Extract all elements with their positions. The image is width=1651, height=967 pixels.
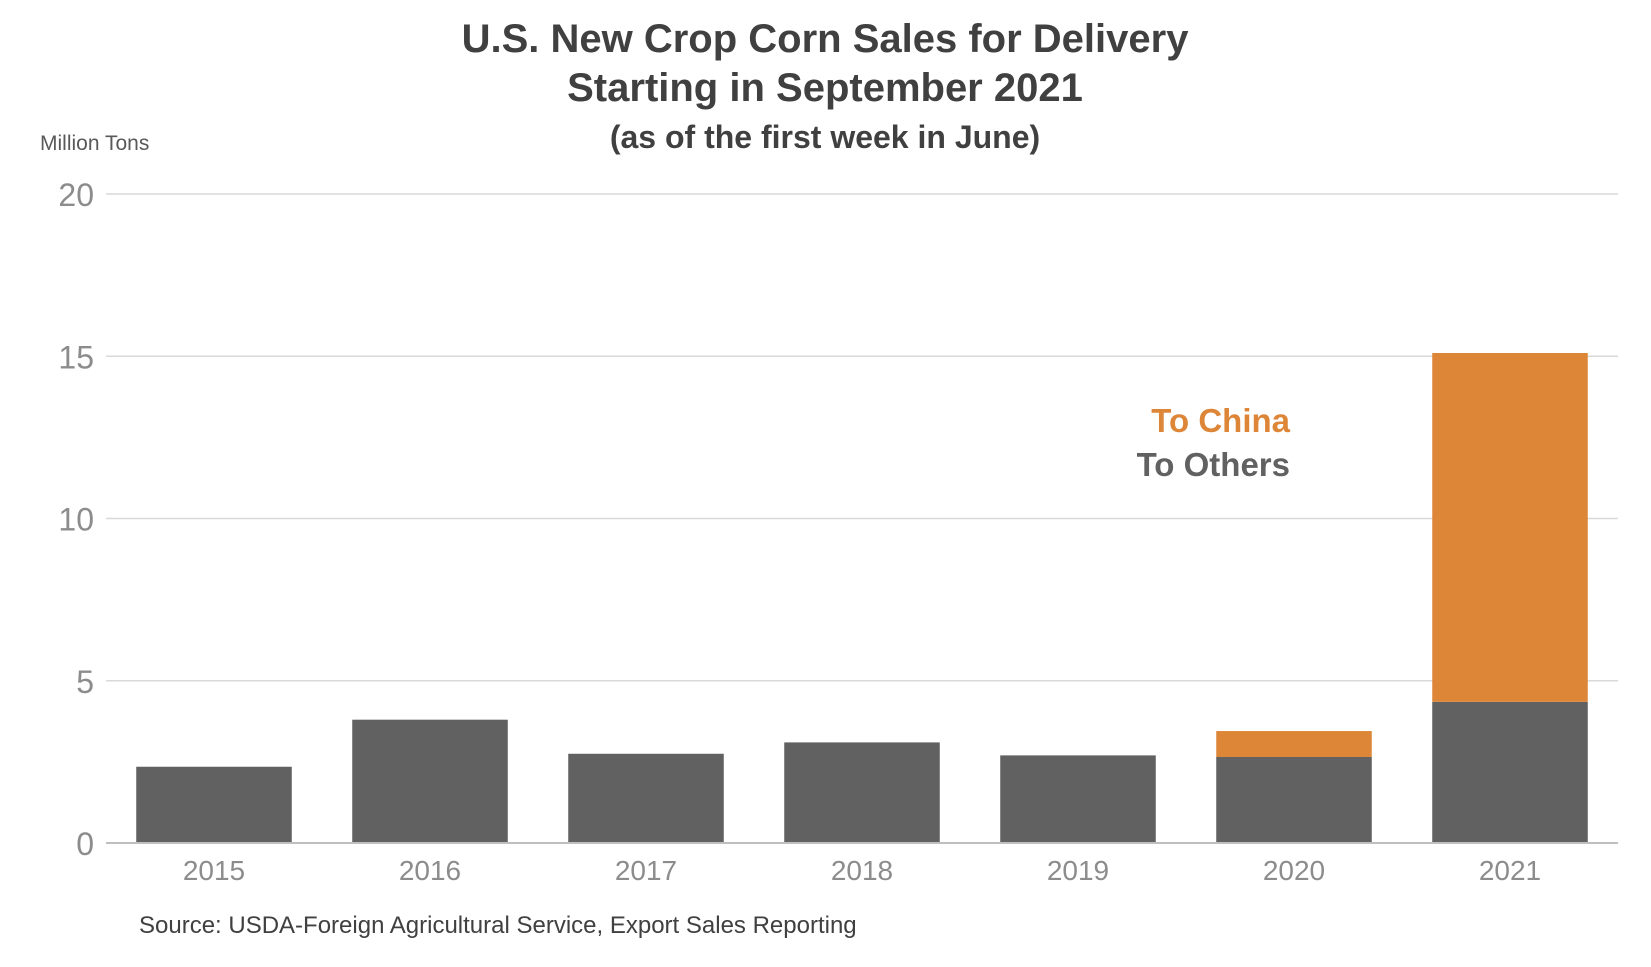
chart-title-line2: Starting in September 2021 bbox=[567, 66, 1083, 110]
x-tick-label: 2020 bbox=[1263, 855, 1325, 886]
legend-to-others: To Others bbox=[1137, 446, 1290, 483]
bar-to-others-2020 bbox=[1216, 757, 1372, 843]
y-tick-label: 5 bbox=[76, 664, 94, 700]
bar-to-others-2018 bbox=[784, 742, 940, 843]
legend-to-china: To China bbox=[1151, 402, 1290, 439]
gridlines bbox=[106, 193, 1618, 682]
y-tick-label: 15 bbox=[58, 339, 94, 375]
x-tick-label: 2021 bbox=[1479, 855, 1541, 886]
chart-title: U.S. New Crop Corn Sales for Delivery bbox=[462, 17, 1190, 61]
bar-to-china-2021 bbox=[1432, 353, 1588, 702]
y-axis-label: Million Tons bbox=[40, 132, 149, 155]
x-tick-label: 2019 bbox=[1047, 855, 1109, 886]
y-tick-label: 0 bbox=[76, 826, 94, 862]
y-tick-label: 10 bbox=[58, 502, 94, 538]
bar-to-others-2019 bbox=[1000, 755, 1156, 843]
x-tick-label: 2015 bbox=[183, 855, 245, 886]
x-tick-label: 2018 bbox=[831, 855, 893, 886]
y-tick-label: 20 bbox=[58, 177, 94, 213]
bar-to-others-2017 bbox=[568, 753, 724, 843]
bars bbox=[136, 353, 1588, 843]
x-tick-label: 2017 bbox=[615, 855, 677, 886]
x-tick-label: 2016 bbox=[399, 855, 461, 886]
bar-to-others-2015 bbox=[136, 766, 292, 843]
bar-to-others-2016 bbox=[352, 719, 508, 843]
y-axis-ticks: 0 5 10 15 20 bbox=[58, 177, 94, 862]
bar-to-others-2021 bbox=[1432, 701, 1588, 843]
source-note: Source: USDA-Foreign Agricultural Servic… bbox=[139, 912, 857, 939]
chart-subtitle: (as of the first week in June) bbox=[610, 119, 1040, 155]
x-axis-ticks: 2015 2016 2017 2018 2019 2020 2021 bbox=[183, 855, 1541, 886]
bar-to-china-2020 bbox=[1216, 731, 1372, 758]
